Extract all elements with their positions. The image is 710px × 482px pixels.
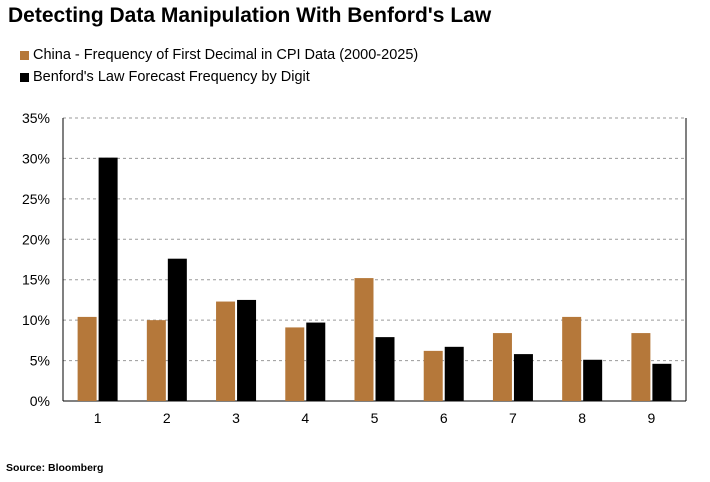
legend-swatch-china — [20, 50, 29, 60]
x-tick-label: 8 — [578, 410, 586, 426]
bar-china — [492, 333, 512, 401]
y-tick-label: 20% — [22, 231, 50, 247]
bar-china — [354, 278, 374, 401]
y-tick-label: 15% — [22, 272, 50, 288]
bar-benford — [237, 299, 257, 401]
x-tick-label: 2 — [163, 410, 171, 426]
y-tick-label: 10% — [22, 312, 50, 328]
bar-china — [285, 327, 305, 401]
x-tick-label: 1 — [94, 410, 102, 426]
bar-china — [631, 333, 651, 401]
x-tick-label: 7 — [509, 410, 517, 426]
x-tick-label: 5 — [371, 410, 379, 426]
bar-china — [216, 301, 236, 401]
bar-benford — [652, 363, 672, 401]
legend: China - Frequency of First Decimal in CP… — [20, 44, 418, 88]
y-tick-label: 5% — [30, 353, 50, 369]
x-tick-label: 3 — [232, 410, 240, 426]
y-tick-label: 35% — [22, 110, 50, 126]
bar-china — [562, 316, 582, 401]
bar-china — [423, 350, 443, 401]
bar-benford — [98, 157, 118, 401]
legend-label-benford: Benford's Law Forecast Frequency by Digi… — [33, 69, 310, 85]
bar-benford — [375, 337, 395, 401]
legend-item-china: China - Frequency of First Decimal in CP… — [20, 44, 418, 66]
chart-title: Detecting Data Manipulation With Benford… — [8, 4, 492, 27]
y-tick-label: 30% — [22, 150, 50, 166]
bar-benford — [167, 258, 187, 401]
y-tick-label: 0% — [30, 393, 50, 409]
bar-benford — [306, 322, 326, 401]
legend-swatch-benford — [20, 72, 29, 82]
legend-label-china: China - Frequency of First Decimal in CP… — [33, 47, 419, 63]
bar-benford — [513, 354, 533, 401]
bar-benford — [444, 346, 464, 401]
x-tick-label: 9 — [647, 410, 655, 426]
y-tick-label: 25% — [22, 191, 50, 207]
bar-china — [77, 316, 97, 401]
bar-benford — [583, 359, 603, 401]
x-tick-label: 6 — [440, 410, 448, 426]
x-tick-label: 4 — [301, 410, 309, 426]
bar-china — [146, 320, 166, 401]
source-note: Source: Bloomberg — [6, 462, 104, 474]
legend-item-benford: Benford's Law Forecast Frequency by Digi… — [20, 66, 418, 88]
